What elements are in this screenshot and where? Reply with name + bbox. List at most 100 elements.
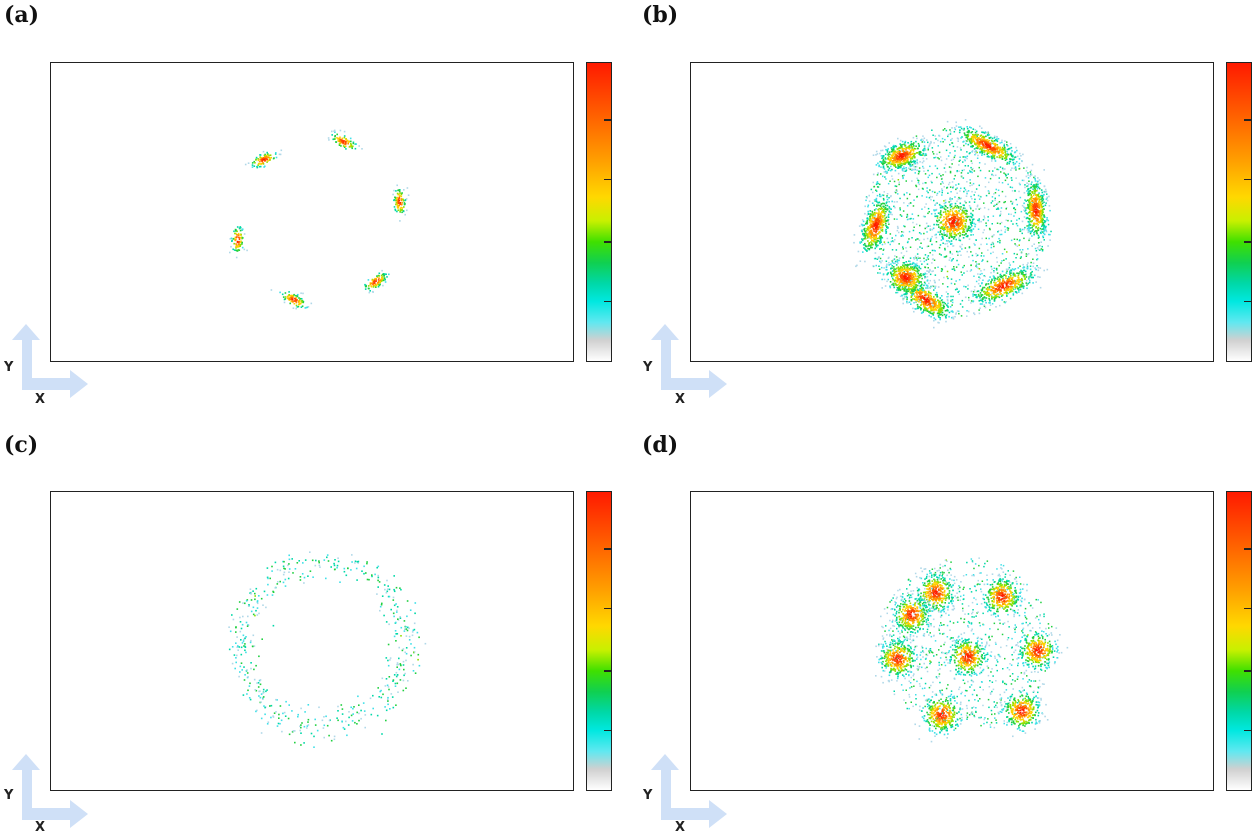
density-point xyxy=(998,147,1000,150)
density-point xyxy=(966,230,968,233)
density-point xyxy=(259,154,262,156)
density-point xyxy=(977,147,979,150)
density-point xyxy=(978,140,980,142)
density-point xyxy=(977,144,980,146)
density-point xyxy=(923,148,926,151)
density-point xyxy=(1015,161,1018,163)
density-point xyxy=(944,226,947,228)
density-point xyxy=(1037,194,1039,196)
density-point xyxy=(1027,172,1029,174)
density-point xyxy=(940,303,942,306)
density-point xyxy=(912,136,915,139)
density-point xyxy=(1038,203,1040,206)
density-point xyxy=(1031,276,1033,279)
density-point xyxy=(993,300,996,302)
density-point xyxy=(891,161,893,163)
density-point xyxy=(931,181,933,184)
density-point xyxy=(999,291,1001,293)
density-point xyxy=(901,234,904,236)
density-point xyxy=(867,204,870,206)
density-point xyxy=(882,158,885,161)
density-point xyxy=(958,312,960,315)
density-point xyxy=(973,312,975,314)
density-point xyxy=(877,227,880,230)
density-point xyxy=(382,279,385,282)
density-point xyxy=(950,235,952,238)
density-point xyxy=(1025,282,1028,284)
density-point xyxy=(1030,186,1033,189)
density-point xyxy=(916,264,919,267)
density-point xyxy=(890,195,892,197)
density-point xyxy=(990,282,992,285)
density-point xyxy=(1019,230,1021,232)
density-point xyxy=(291,298,294,301)
density-point xyxy=(939,222,942,224)
density-point xyxy=(971,221,974,223)
density-point xyxy=(973,148,976,150)
density-point xyxy=(384,278,386,281)
density-point xyxy=(341,139,344,142)
density-point xyxy=(909,153,912,156)
density-point xyxy=(977,293,980,296)
density-point xyxy=(953,269,956,272)
density-point xyxy=(959,246,962,248)
density-point xyxy=(1037,276,1039,278)
density-point xyxy=(1034,180,1037,182)
density-point xyxy=(950,299,953,301)
density-point xyxy=(858,225,861,227)
density-point xyxy=(998,151,1001,153)
density-point xyxy=(940,307,943,309)
density-point xyxy=(949,197,951,199)
density-point xyxy=(921,303,923,305)
density-point xyxy=(949,250,951,253)
density-point xyxy=(1028,192,1031,195)
density-point xyxy=(992,235,994,237)
density-point xyxy=(926,237,929,240)
density-point xyxy=(997,152,999,154)
density-point xyxy=(908,144,911,147)
density-point xyxy=(903,288,905,290)
density-point xyxy=(915,298,918,300)
density-point xyxy=(993,205,995,207)
density-point xyxy=(279,291,281,294)
density-point xyxy=(906,290,908,293)
density-point xyxy=(881,207,883,210)
density-point xyxy=(990,155,993,157)
density-point xyxy=(949,231,951,233)
density-point xyxy=(983,145,985,147)
density-point xyxy=(931,249,934,252)
density-point xyxy=(990,202,993,204)
density-point xyxy=(888,223,890,225)
density-point xyxy=(872,154,875,156)
density-point xyxy=(979,151,981,154)
density-point xyxy=(1001,148,1003,151)
density-point xyxy=(901,140,904,143)
density-point xyxy=(981,237,983,240)
density-point xyxy=(1001,286,1003,289)
density-point xyxy=(974,294,977,296)
density-point xyxy=(1040,194,1042,197)
density-point xyxy=(983,305,986,307)
density-point xyxy=(1043,233,1046,236)
density-point xyxy=(982,139,984,141)
density-point xyxy=(298,303,300,306)
density-point xyxy=(950,295,952,298)
density-point xyxy=(872,224,874,227)
density-point xyxy=(1037,226,1040,229)
density-point xyxy=(1019,285,1021,287)
density-point xyxy=(950,225,952,228)
density-point xyxy=(952,212,954,214)
density-point xyxy=(899,153,902,156)
density-point xyxy=(1023,206,1025,208)
density-point xyxy=(1025,273,1027,275)
density-point xyxy=(1000,282,1003,285)
density-point xyxy=(917,147,919,150)
density-point xyxy=(1006,289,1008,291)
density-point xyxy=(937,231,939,233)
density-point xyxy=(981,137,983,139)
density-point xyxy=(1037,186,1040,189)
density-point xyxy=(957,233,959,235)
density-point xyxy=(1004,150,1007,153)
density-point xyxy=(853,241,855,244)
density-point xyxy=(1015,177,1017,179)
